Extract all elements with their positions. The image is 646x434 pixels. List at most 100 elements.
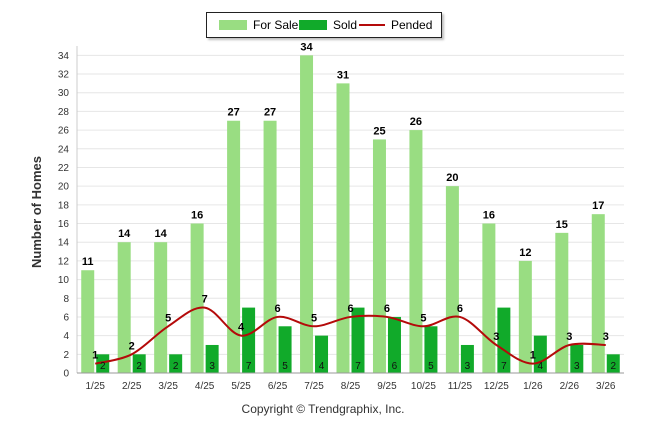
bar-sold[interactable]	[351, 307, 365, 373]
label-for-sale: 27	[227, 107, 239, 119]
label-sold: 2	[610, 361, 616, 372]
grid-lines	[77, 54, 624, 374]
label-for-sale: 31	[337, 69, 349, 81]
x-axis: 1/25 2/25 3/25 4/25 5/25 6/25 7/25 8/25 9/25 10/2…	[77, 372, 624, 392]
y-tick-label: 32	[58, 70, 70, 81]
y-tick-label: 30	[58, 88, 70, 99]
x-tick-label: 12/25	[484, 381, 509, 392]
y-tick-label: 14	[58, 238, 70, 249]
x-tick-label: 1/25	[85, 381, 105, 392]
label-sold: 2	[100, 361, 106, 372]
bar-for-sale[interactable]	[445, 186, 459, 373]
bar-sold[interactable]	[570, 344, 584, 373]
bar-for-sale[interactable]	[409, 130, 423, 373]
legend-label-for-sale: For Sale	[253, 18, 299, 32]
pended-line[interactable]	[94, 306, 606, 365]
label-pended: 6	[457, 303, 463, 315]
label-pended: 5	[311, 312, 317, 324]
label-sold: 4	[319, 361, 325, 372]
label-pended: 6	[275, 303, 281, 315]
label-for-sale: 16	[483, 210, 495, 222]
y-tick-label: 16	[58, 219, 70, 230]
x-tick-label: 6/25	[268, 381, 288, 392]
bar-sold[interactable]	[606, 354, 620, 373]
bars	[81, 55, 620, 373]
bar-sold[interactable]	[497, 307, 511, 373]
bar-for-sale[interactable]	[190, 223, 204, 373]
label-sold: 3	[574, 361, 580, 372]
bar-sold[interactable]	[242, 307, 256, 373]
bar-for-sale[interactable]	[263, 120, 277, 373]
bar-for-sale[interactable]	[555, 232, 569, 373]
label-sold: 7	[246, 361, 252, 372]
bar-sold[interactable]	[132, 354, 146, 373]
bar-sold[interactable]	[169, 354, 183, 373]
bar-for-sale[interactable]	[154, 242, 168, 373]
label-for-sale: 26	[410, 116, 422, 128]
x-tick-label: 1/26	[523, 381, 543, 392]
bar-sold[interactable]	[96, 354, 110, 373]
y-axis-title: Number of Homes	[29, 156, 44, 268]
y-tick-label: 8	[63, 294, 69, 305]
label-pended: 3	[493, 331, 499, 343]
label-for-sale: 20	[446, 172, 458, 184]
label-for-sale: 11	[82, 256, 94, 268]
legend-swatch-sold	[299, 20, 327, 30]
bar-sold[interactable]	[278, 326, 292, 373]
legend-item-sold[interactable]: Sold	[299, 18, 357, 32]
label-sold: 7	[355, 361, 361, 372]
label-pended: 5	[420, 312, 426, 324]
label-pended: 2	[129, 340, 135, 352]
legend: For Sale Sold Pended	[206, 12, 442, 38]
x-tick-label: 8/25	[341, 381, 361, 392]
bar-for-sale[interactable]	[518, 260, 532, 373]
pended-line-layer	[94, 306, 606, 365]
label-for-sale: 27	[264, 107, 276, 119]
bar-for-sale[interactable]	[372, 139, 386, 373]
bar-for-sale[interactable]	[117, 242, 131, 373]
data-labels: 1121421421632772753443172562652031671241…	[82, 41, 617, 372]
x-tick-label: 3/25	[158, 381, 178, 392]
y-tick-label: 26	[58, 126, 70, 137]
label-sold: 5	[282, 361, 288, 372]
x-tick-label: 10/25	[411, 381, 436, 392]
x-tick-label: 5/25	[231, 381, 251, 392]
x-tick-label: 9/25	[377, 381, 397, 392]
bar-for-sale[interactable]	[81, 270, 95, 373]
label-pended: 1	[530, 350, 536, 362]
label-sold: 7	[501, 361, 507, 372]
legend-swatch-for-sale	[219, 20, 247, 30]
label-sold: 5	[428, 361, 434, 372]
label-pended: 1	[92, 350, 98, 362]
label-for-sale: 25	[373, 125, 385, 137]
label-pended: 3	[603, 331, 609, 343]
bar-sold[interactable]	[460, 344, 474, 373]
legend-item-for-sale[interactable]: For Sale	[219, 18, 298, 32]
label-for-sale: 34	[300, 41, 313, 53]
y-tick-label: 6	[63, 312, 69, 323]
x-tick-label: 2/25	[122, 381, 142, 392]
bar-sold[interactable]	[424, 326, 438, 373]
legend-item-pended[interactable]: Pended	[359, 18, 432, 32]
legend-label-pended: Pended	[391, 18, 433, 32]
x-tick-label: 2/26	[560, 381, 580, 392]
copyright-text: Copyright © Trendgraphix, Inc.	[241, 402, 405, 416]
label-sold: 3	[465, 361, 471, 372]
bar-sold[interactable]	[315, 335, 329, 373]
bar-for-sale[interactable]	[227, 120, 241, 373]
bar-for-sale[interactable]	[336, 83, 350, 373]
label-for-sale: 12	[519, 247, 531, 259]
y-tick-label: 24	[58, 144, 70, 155]
bar-sold[interactable]	[387, 316, 401, 373]
y-tick-label: 12	[58, 256, 70, 267]
label-pended: 6	[347, 303, 353, 315]
y-tick-label: 28	[58, 107, 70, 118]
label-pended: 3	[566, 331, 572, 343]
bar-sold[interactable]	[205, 344, 219, 373]
bar-for-sale[interactable]	[591, 214, 605, 373]
bar-for-sale[interactable]	[300, 55, 314, 373]
y-tick-label: 20	[58, 182, 70, 193]
bar-for-sale[interactable]	[482, 223, 496, 373]
